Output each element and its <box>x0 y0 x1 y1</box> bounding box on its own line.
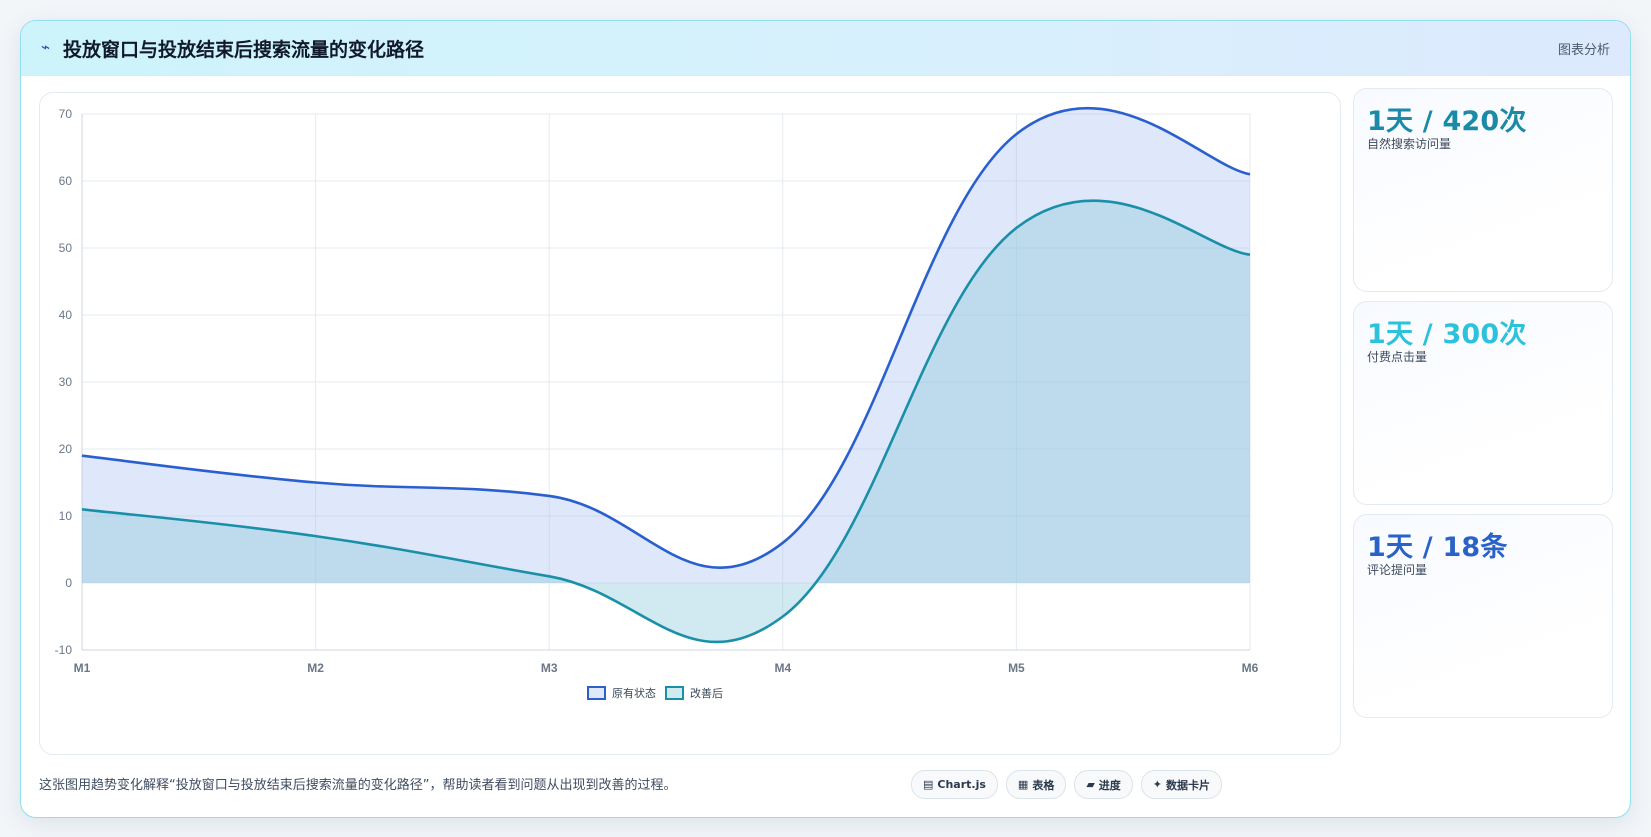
y-tick-label: 50 <box>59 241 73 255</box>
chip-progress[interactable]: ▰ 进度 <box>1074 770 1133 799</box>
sparkle-icon: ✦ <box>1152 778 1163 791</box>
chart-title: 投放窗口与投放结束后搜索流量的变化路径 <box>63 39 425 61</box>
stat-value: 1天 / 300次 <box>1367 319 1527 350</box>
stat-value: 1天 / 18条 <box>1367 532 1508 563</box>
card-header: ⌁ 投放窗口与投放结束后搜索流量的变化路径 图表分析 <box>21 21 1630 76</box>
chip-data-card[interactable]: ✦ 数据卡片 <box>1140 770 1223 799</box>
series-area-2 <box>82 200 1250 642</box>
y-tick-label: 40 <box>59 308 73 322</box>
stat-card-paid: 1天 / 300次 付费点击量 <box>1353 301 1613 505</box>
y-tick-label: 30 <box>59 375 73 389</box>
chip-label: 数据卡片 <box>1166 778 1211 792</box>
series-line-2 <box>81 199 1251 644</box>
legend-label: 原有状态 <box>612 686 656 700</box>
series-line-1 <box>81 107 1251 569</box>
stat-label: 评论提问量 <box>1367 563 1428 577</box>
stat-label: 付费点击量 <box>1367 350 1428 364</box>
legend-swatch <box>587 686 606 700</box>
feature-chips: ▤ Chart.js ▦ 表格 ▰ 进度 ✦ 数据卡片 <box>911 770 1223 799</box>
x-tick-label: M6 <box>1242 661 1259 675</box>
legend-label: 改善后 <box>690 686 723 700</box>
x-tick-label: M2 <box>307 661 324 675</box>
x-tick-label: M1 <box>74 661 91 675</box>
chip-label: 进度 <box>1098 778 1121 792</box>
chart-card: ⌁ 投放窗口与投放结束后搜索流量的变化路径 图表分析 -10 0 10 20 30 40 5… <box>20 20 1631 818</box>
x-tick-label: M4 <box>774 661 791 675</box>
y-tick-label: 20 <box>59 442 73 456</box>
area-chart: -10 0 10 20 30 40 50 60 70 M1 M2 M3 M4 M5 M6 原有状态 改善后 <box>55 107 1259 700</box>
y-tick-label: 60 <box>59 174 73 188</box>
stat-card-comments: 1天 / 18条 评论提问量 <box>1353 514 1613 718</box>
chart-description: 这张图用趋势变化解释“投放窗口与投放结束后搜索流量的变化路径”，帮助读者看到问题… <box>39 778 677 793</box>
legend-swatch <box>665 686 684 700</box>
chart-icon: ▤ <box>923 778 934 791</box>
x-tick-label: M3 <box>541 661 558 675</box>
chip-chartjs[interactable]: ▤ Chart.js <box>911 770 998 799</box>
trend-icon: ⌁ <box>41 38 51 56</box>
chart-type-tag: 图表分析 <box>1557 43 1610 58</box>
stat-value: 1天 / 420次 <box>1367 106 1527 137</box>
chip-table[interactable]: ▦ 表格 <box>1005 770 1067 799</box>
table-icon: ▦ <box>1017 778 1029 791</box>
y-tick-label: 70 <box>59 107 73 121</box>
chip-label: Chart.js <box>937 778 986 791</box>
chart-panel: -10 0 10 20 30 40 50 60 70 M1 M2 M3 M4 M5 M6 原有状态 改善后 <box>39 92 1341 755</box>
y-tick-label: -10 <box>55 643 73 657</box>
stat-card-organic: 1天 / 420次 自然搜索访问量 <box>1353 88 1613 292</box>
y-tick-label: 0 <box>65 576 72 590</box>
y-tick-label: 10 <box>59 509 73 523</box>
series-area-1 <box>82 108 1250 583</box>
progress-icon: ▰ <box>1086 778 1095 791</box>
stat-label: 自然搜索访问量 <box>1367 137 1452 151</box>
x-tick-label: M5 <box>1008 661 1025 675</box>
chip-label: 表格 <box>1032 778 1055 792</box>
